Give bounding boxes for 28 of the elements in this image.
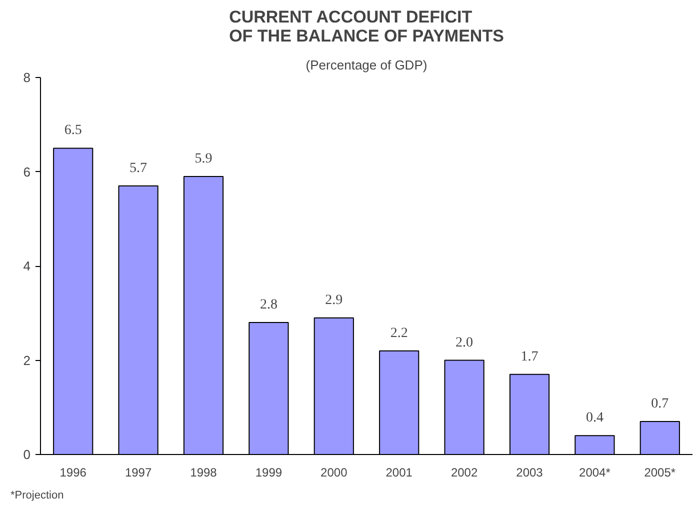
x-tick-label: 2005*: [644, 466, 676, 480]
x-tick-label: 1997: [124, 466, 152, 480]
y-tick-label: 4: [23, 258, 31, 274]
x-tick-label: 2001: [386, 466, 413, 480]
chart-subtitle: (Percentage of GDP): [306, 58, 428, 72]
y-tick-label: 2: [23, 352, 31, 368]
chart-title: CURRENT ACCOUNT DEFICIT OF THE BALANCE OF PAYMENTS: [229, 8, 504, 46]
data-label: 2.9: [325, 292, 343, 308]
data-label: 5.7: [130, 160, 148, 176]
x-tick-label: 2000: [320, 466, 348, 480]
x-tick-label: 1996: [60, 466, 87, 480]
y-tick-label: 0: [23, 447, 31, 462]
data-label: 6.5: [64, 123, 82, 138]
y-tick-label: 6: [23, 164, 31, 180]
text: *Projection: [10, 490, 64, 502]
data-label: 0.7: [651, 396, 669, 412]
data-label: 1.7: [520, 349, 538, 364]
x-tick-label: 2003: [516, 466, 544, 480]
data-label: 0.4: [586, 410, 604, 426]
x-tick-label: 1999: [255, 466, 282, 480]
data-label: 5.9: [194, 151, 212, 166]
x-tick-label: 2004*: [579, 466, 611, 480]
data-label: 2.2: [390, 326, 408, 341]
y-tick-label: 8: [23, 70, 31, 85]
x-tick-label: 2002: [450, 466, 478, 480]
data-label: 2.0: [456, 335, 474, 350]
data-label: 2.8: [260, 298, 278, 313]
x-tick-label: 1998: [190, 466, 218, 480]
